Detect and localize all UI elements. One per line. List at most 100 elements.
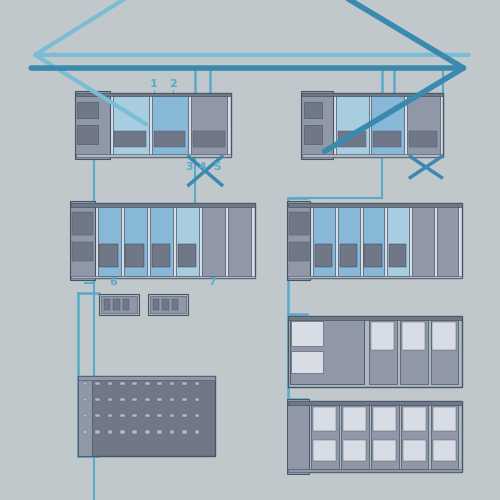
Bar [182,414,187,418]
Bar [372,94,404,155]
Bar [373,131,401,147]
Bar [95,414,100,418]
Bar [170,398,174,402]
Bar [182,398,187,402]
Bar [302,154,444,156]
Bar [292,321,323,345]
Bar [403,440,425,461]
Bar [407,94,440,155]
Text: 1: 1 [150,79,158,89]
Bar [402,404,428,469]
Bar [191,94,228,155]
Bar [82,382,87,386]
Bar [108,414,112,418]
Bar [288,212,308,234]
Bar [288,469,462,472]
Bar [288,316,462,387]
Bar [340,244,357,267]
Bar [154,131,186,147]
Bar [120,414,124,418]
Bar [82,398,87,402]
Bar [132,414,137,418]
Bar [76,154,231,156]
Bar [95,382,100,386]
Bar [78,376,92,456]
Bar [402,322,425,350]
Bar [126,244,144,267]
Bar [76,92,231,96]
Bar [314,406,336,432]
Bar [371,322,394,350]
Bar [112,94,149,155]
Bar [287,201,310,280]
Bar [145,430,150,434]
Bar [78,376,215,380]
Bar [228,205,251,276]
Bar [145,398,150,402]
Bar [288,203,462,278]
Bar [178,244,196,267]
Bar [124,205,147,276]
Bar [302,92,444,96]
Bar [292,352,323,372]
Bar [430,319,458,384]
Bar [108,382,112,386]
Bar [304,102,322,118]
Bar [72,212,93,234]
Bar [194,414,200,418]
Bar [82,430,87,434]
Bar [302,92,444,156]
Bar [95,430,100,434]
Bar [120,398,124,402]
Bar [158,414,162,418]
Bar [344,440,365,461]
Bar [113,299,120,310]
Bar [312,404,338,469]
Bar [108,398,112,402]
Bar [122,299,130,310]
Bar [152,94,188,155]
Bar [288,401,462,471]
Bar [433,406,456,432]
Bar [78,102,98,118]
Bar [71,203,254,278]
Bar [145,382,150,386]
Bar [148,294,188,315]
Bar [71,276,254,278]
Bar [150,205,173,276]
Bar [202,205,225,276]
Bar [71,203,254,206]
Bar [182,430,187,434]
Bar [95,398,100,402]
Bar [403,406,425,432]
Bar [182,382,187,386]
Bar [170,414,174,418]
Bar [162,299,169,310]
Bar [344,406,365,432]
Bar [369,319,397,384]
Bar [72,242,93,261]
Bar [172,299,178,310]
Bar [120,382,124,386]
Bar [364,244,382,267]
Bar [338,131,365,147]
Text: 2: 2 [169,79,176,89]
Bar [170,430,174,434]
Bar [82,414,87,418]
Bar [432,322,456,350]
Text: 3: 3 [185,162,192,172]
Bar [387,205,409,276]
Bar [362,205,384,276]
Bar [132,398,137,402]
Bar [372,404,398,469]
Bar [313,205,335,276]
Text: 6: 6 [110,277,117,287]
Bar [114,131,146,147]
Bar [412,205,434,276]
Text: 4: 4 [199,162,207,172]
Bar [104,299,110,310]
Bar [290,319,364,384]
Bar [433,440,456,461]
Bar [194,398,200,402]
Bar [409,131,436,147]
